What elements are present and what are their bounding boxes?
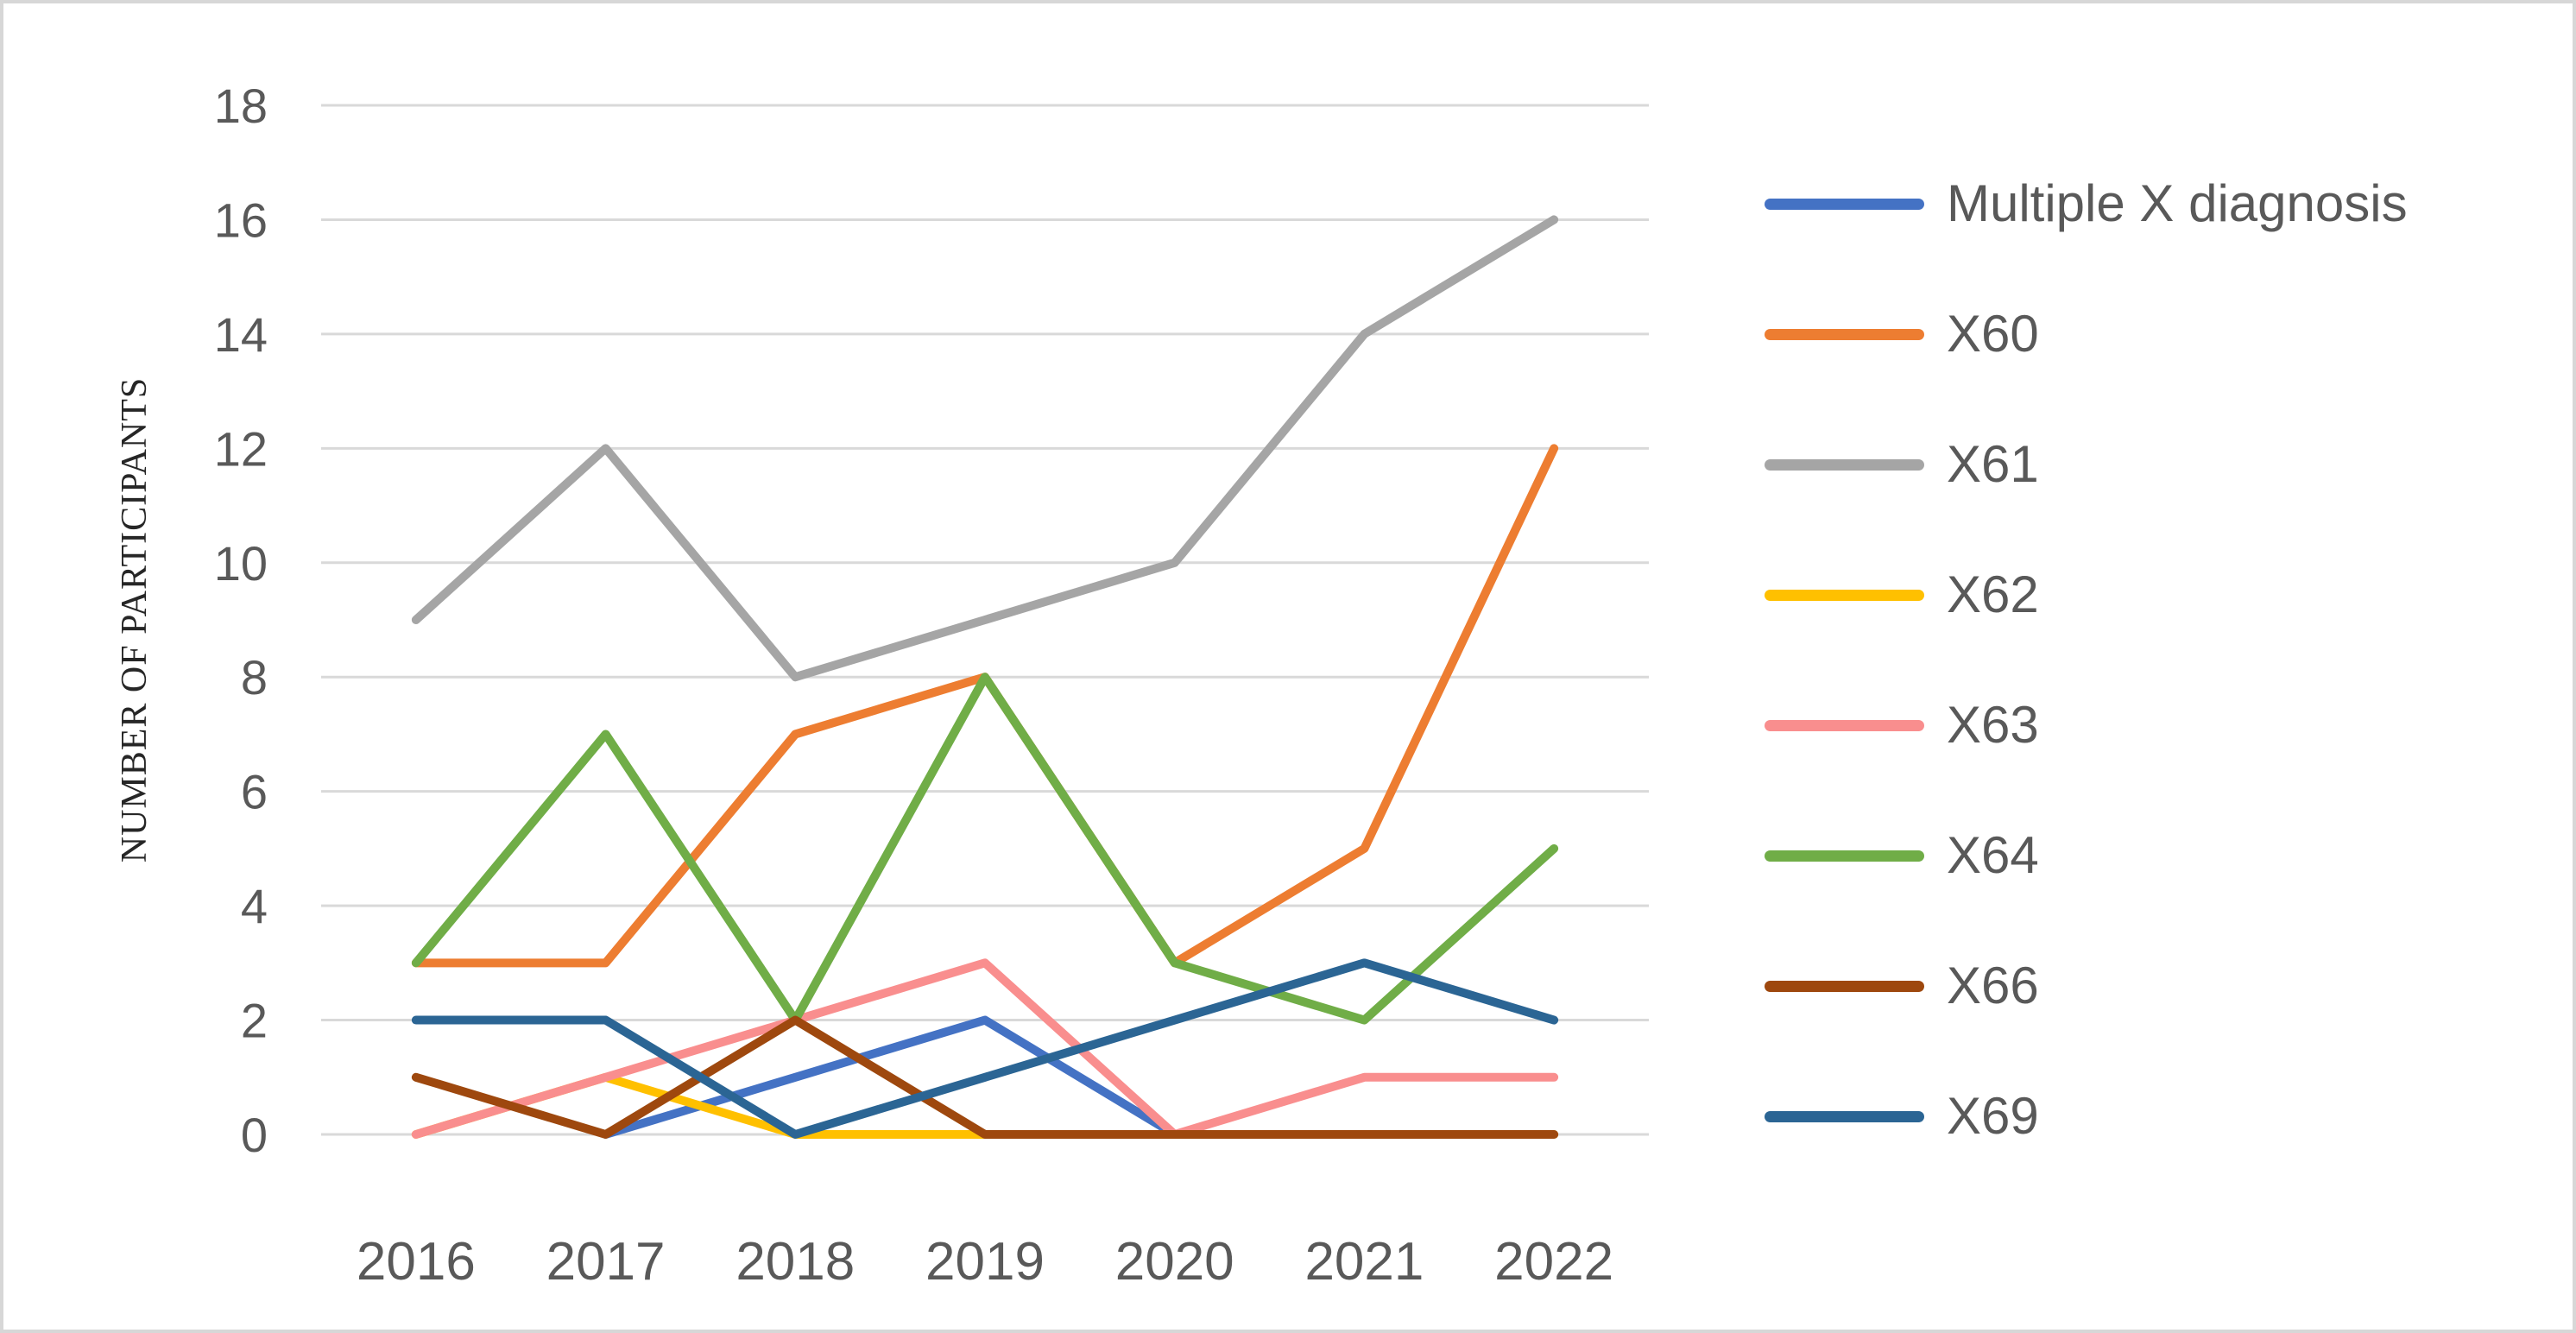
y-tick-label: 16	[214, 193, 268, 247]
series-line-x60	[411, 444, 1559, 968]
legend-label-x63: X63	[1947, 696, 2039, 754]
y-tick-label: 0	[241, 1108, 268, 1162]
series-line-x66	[411, 1015, 1559, 1139]
legend-swatch-multiple-x-diagnosis	[1765, 198, 1924, 210]
legend-item-x61: X61	[1765, 439, 2039, 490]
y-tick-label: 14	[214, 307, 268, 362]
legend-item-x69: X69	[1765, 1090, 2039, 1142]
legend-item-x62: X62	[1765, 569, 2039, 621]
x-axis-label: 2022	[1494, 1232, 1613, 1292]
legend-swatch-x69	[1765, 1110, 1924, 1122]
y-tick-label: 10	[214, 536, 268, 591]
legend-swatch-x60	[1765, 328, 1924, 340]
series-line-x63	[411, 958, 1559, 1139]
legend-label-x60: X60	[1947, 305, 2039, 363]
legend-label-x61: X61	[1947, 435, 2039, 493]
legend-swatch-x63	[1765, 719, 1924, 731]
series-line-x61	[411, 215, 1559, 682]
legend-label-x64: X64	[1947, 826, 2039, 884]
legend-label-x69: X69	[1947, 1087, 2039, 1145]
series-line-x64	[411, 673, 1559, 1025]
line-chart-plot: 0 2 4 6 8 10 12 14 16 18 2016 2017 2018 2019 2020 2021 2…	[214, 79, 1649, 1292]
legend-item-multiple-x-diagnosis: Multiple X diagnosis	[1765, 178, 2408, 230]
legend-swatch-x62	[1765, 589, 1924, 601]
legend-swatch-x66	[1765, 980, 1924, 992]
x-axis-label: 2016	[357, 1232, 476, 1292]
legend-label-multiple-x-diagnosis: Multiple X diagnosis	[1947, 174, 2408, 232]
legend-item-x63: X63	[1765, 699, 2039, 751]
legend-item-x64: X64	[1765, 830, 2039, 881]
legend-item-x66: X66	[1765, 960, 2039, 1012]
legend-item-x60: X60	[1765, 308, 2039, 360]
series-line-x69	[411, 958, 1559, 1139]
y-tick-label: 18	[214, 79, 268, 133]
x-axis-label: 2020	[1115, 1232, 1234, 1292]
x-axis-label: 2018	[736, 1232, 855, 1292]
y-tick-label: 8	[241, 650, 268, 704]
y-tick-label: 12	[214, 421, 268, 476]
legend-label-x62: X62	[1947, 565, 2039, 623]
chart-legend: Multiple X diagnosis X60 X61 X62 X63 X64 X66 X6…	[1765, 3, 2559, 1330]
legend-swatch-x64	[1765, 850, 1924, 862]
legend-label-x66: X66	[1947, 957, 2039, 1014]
x-axis-label: 2021	[1304, 1232, 1424, 1292]
y-tick-label: 6	[241, 765, 268, 819]
y-tick-label: 4	[241, 879, 268, 933]
x-axis-label: 2017	[546, 1232, 666, 1292]
y-tick-label: 2	[241, 994, 268, 1048]
legend-swatch-x61	[1765, 458, 1924, 471]
x-axis-label: 2019	[925, 1232, 1045, 1292]
